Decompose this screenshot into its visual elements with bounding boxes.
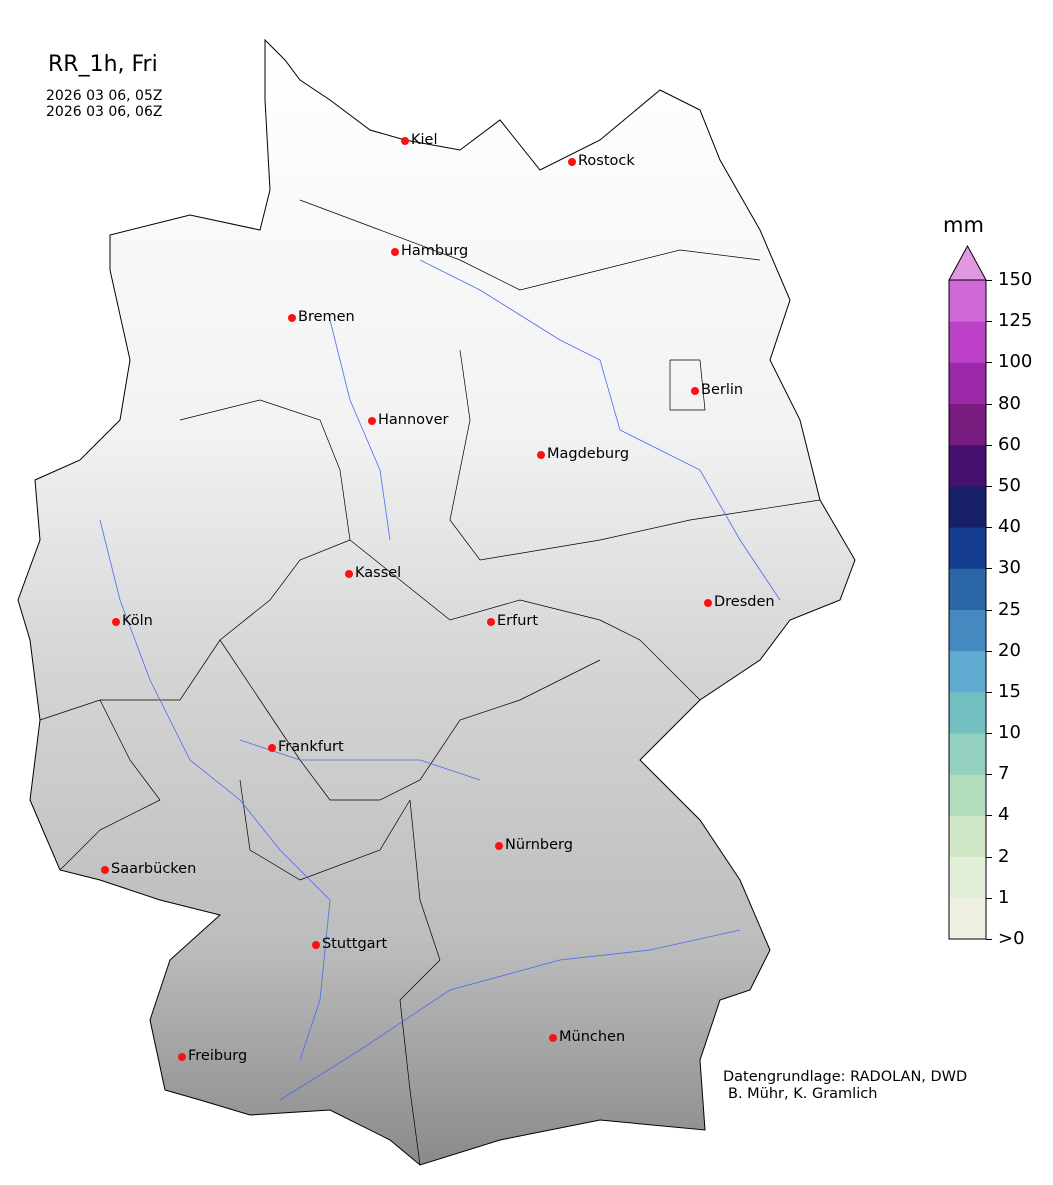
city-label: Nürnberg [505,837,573,853]
colorbar-tick [986,444,992,446]
city-label: Köln [122,613,153,629]
colorbar-tick-label: 10 [998,722,1021,744]
germany-outline [17,38,856,1166]
city-dot [101,866,109,874]
colorbar-tick-label: 80 [998,392,1021,414]
city-dot [704,599,712,607]
city-label: München [559,1029,626,1045]
city-dot [691,387,699,395]
colorbar-tick-label: 2 [998,845,1010,867]
colorbar-tick [986,650,992,652]
colorbar-tick [986,897,992,899]
colorbar-tick-label: 20 [998,639,1021,661]
colorbar-tick-label: >0 [998,928,1025,949]
colorbar-tick-label: 15 [998,680,1021,702]
city-dot [487,618,495,626]
city-dot [401,137,409,145]
city-dot [568,158,576,166]
city-label: Kiel [411,132,438,148]
city-dot [368,417,376,425]
data-credit: Datengrundlage: RADOLAN, DWD B. Mühr, K.… [723,1069,967,1103]
city-dot [312,941,320,949]
city-dot [495,842,503,850]
colorbar-tick [986,362,992,364]
city-dot [178,1053,186,1061]
city-label: Freiburg [188,1048,248,1064]
city-label: Saarbücken [111,861,197,877]
colorbar-tick [986,321,992,323]
colorbar-tick-label: 125 [998,310,1033,332]
city-dot [391,248,399,256]
city-label: Erfurt [497,613,539,629]
credit-authors: B. Mühr, K. Gramlich [728,1086,878,1102]
city-dot [268,744,276,752]
city-label: Berlin [701,382,744,398]
colorbar-unit: mm [943,213,984,237]
rivers [99,259,781,1101]
colorbar-tick [986,609,992,611]
map-title: RR_1h, Fri [48,52,158,77]
city-label: Dresden [714,594,775,610]
colorbar-tick [986,527,992,529]
colorbar-tick [986,733,992,735]
colorbar-tick-label: 150 [998,269,1033,290]
colorbar-tick-label: 40 [998,516,1021,538]
colorbar-tick [986,485,992,487]
colorbar-tick-label: 1 [998,886,1010,908]
city-label: Hannover [378,412,449,428]
city-dot [288,314,296,322]
colorbar-tick [986,691,992,693]
colorbar-tick [986,280,992,281]
colorbar-tick-label: 30 [998,557,1021,579]
colorbar-tick-label: 7 [998,763,1010,785]
period-start: 2026 03 06, 05Z [46,88,163,104]
city-label: Stuttgart [322,936,388,952]
city-dot [345,570,353,578]
state-borders [39,199,821,1166]
colorbar-tick [986,568,992,570]
city-label: Hamburg [401,243,469,259]
colorbar-tick [986,815,992,817]
city-label: Rostock [578,153,635,169]
colorbar-tick-label: 4 [998,804,1010,826]
period-end: 2026 03 06, 06Z [46,104,163,120]
city-label: Kassel [355,565,402,581]
city-label: Frankfurt [278,739,344,755]
credit-source: Datengrundlage: RADOLAN, DWD [723,1069,968,1085]
colorbar-tick-label: 60 [998,433,1021,455]
colorbar-tick-label: 25 [998,598,1021,620]
colorbar-tick [986,856,992,858]
colorbar-tick [986,939,992,940]
city-dot [112,618,120,626]
colorbar-tick [986,774,992,776]
city-dot [537,451,545,459]
city-label: Magdeburg [547,446,630,462]
colorbar-tick [986,403,992,405]
city-label: Bremen [298,309,355,325]
city-dot [549,1034,557,1042]
colorbar-tick-label: 100 [998,351,1033,373]
colorbar-tick-label: 50 [998,474,1021,496]
